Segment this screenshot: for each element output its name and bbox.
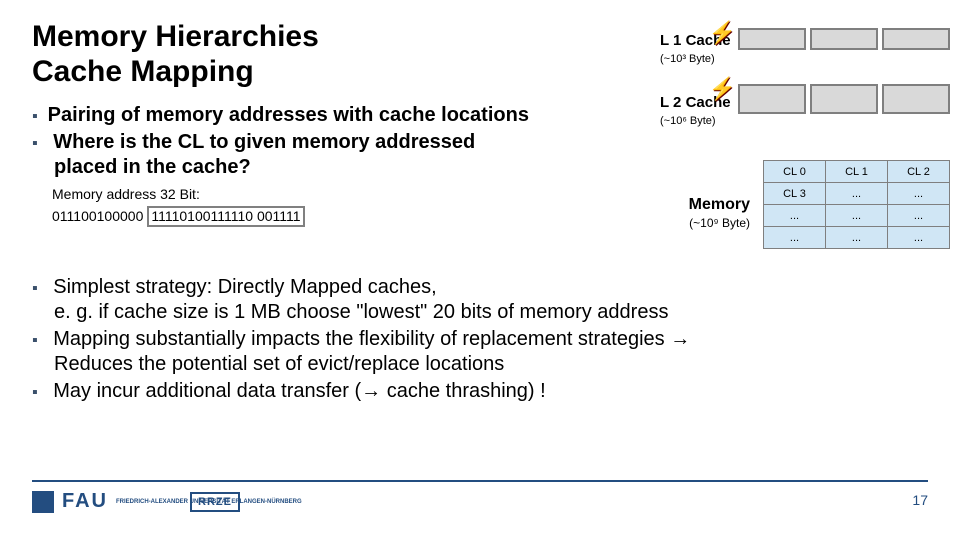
l1-cache-cells: [738, 28, 950, 50]
bullet-item: Simplest strategy: Directly Mapped cache…: [32, 275, 912, 325]
cl-cell: ...: [826, 183, 888, 205]
cl-cell: CL 1: [826, 161, 888, 183]
lightning-icon: ⚡: [709, 20, 736, 46]
table-row: ... ... ...: [764, 227, 950, 249]
cache-cell: [882, 84, 950, 114]
l2-size: (~10⁶ Byte): [660, 115, 716, 127]
bullet-item: May incur additional data transfer (→ ca…: [32, 379, 912, 404]
rrze-logo: RRZE: [190, 492, 240, 512]
cache-line-grid: CL 0 CL 1 CL 2 CL 3 ... ... ... ... ... …: [763, 160, 950, 249]
addr-label: Memory address 32 Bit:: [52, 186, 652, 204]
cl-cell: ...: [826, 205, 888, 227]
addr-bits-low-boxed: 11110100111110 001111: [147, 206, 304, 228]
cl-cell: CL 2: [888, 161, 950, 183]
bullet-item: Mapping substantially impacts the flexib…: [32, 327, 912, 377]
slide: Memory Hierarchies Cache Mapping Pairing…: [0, 0, 960, 540]
bullet-list-top: Pairing of memory addresses with cache l…: [32, 95, 652, 227]
memory-label-text: Memory: [689, 196, 750, 213]
addr-bits: 011100100000 11110100111110 001111: [52, 206, 305, 228]
memory-label: Memory (~10⁹ Byte): [689, 196, 750, 232]
cl-cell: ...: [764, 227, 826, 249]
bullet-text: Where is the CL to given memory addresse…: [53, 131, 475, 153]
fau-logo-text: FAU: [62, 490, 108, 513]
cl-cell: ...: [888, 183, 950, 205]
cl-cell: ...: [888, 205, 950, 227]
memory-address-block: Memory address 32 Bit: 011100100000 1111…: [52, 186, 652, 227]
fau-logo-square: [32, 491, 54, 513]
bullet-cont: Reduces the potential set of evict/repla…: [54, 352, 912, 377]
table-row: ... ... ...: [764, 205, 950, 227]
l1-size: (~10³ Byte): [660, 53, 715, 65]
table-row: CL 3 ... ...: [764, 183, 950, 205]
footer-divider: [32, 480, 928, 482]
cl-cell: ...: [888, 227, 950, 249]
cl-cell: CL 3: [764, 183, 826, 205]
fau-logo: FAU FRIEDRICH-ALEXANDER UNIVERSITÄT ERLA…: [32, 490, 302, 513]
bullet-item: Pairing of memory addresses with cache l…: [32, 103, 652, 128]
cl-cell: ...: [764, 205, 826, 227]
slide-footer: FAU FRIEDRICH-ALEXANDER UNIVERSITÄT ERLA…: [0, 480, 960, 540]
cache-cell: [738, 28, 806, 50]
bullet-item: Where is the CL to given memory addresse…: [32, 130, 652, 227]
l2-cache-cells: [738, 84, 950, 114]
bullet-text: Simplest strategy: Directly Mapped cache…: [53, 276, 437, 298]
cl-cell: ...: [826, 227, 888, 249]
bullet-cont: placed in the cache?: [54, 155, 652, 180]
bullet-text: Mapping substantially impacts the flexib…: [53, 328, 690, 350]
cache-cell: [738, 84, 806, 114]
cache-cell: [810, 28, 878, 50]
bullet-text: May incur additional data transfer (→ ca…: [53, 380, 545, 402]
memory-size: (~10⁹ Byte): [689, 216, 750, 230]
cache-cell: [810, 84, 878, 114]
page-number: 17: [912, 492, 928, 508]
cl-cell: CL 0: [764, 161, 826, 183]
bullet-cont: e. g. if cache size is 1 MB choose "lowe…: [54, 300, 912, 325]
table-row: CL 0 CL 1 CL 2: [764, 161, 950, 183]
addr-bits-high: 011100100000: [52, 208, 143, 226]
lightning-icon: ⚡: [709, 76, 736, 102]
cache-cell: [882, 28, 950, 50]
bullet-list-bottom: Simplest strategy: Directly Mapped cache…: [32, 275, 912, 404]
